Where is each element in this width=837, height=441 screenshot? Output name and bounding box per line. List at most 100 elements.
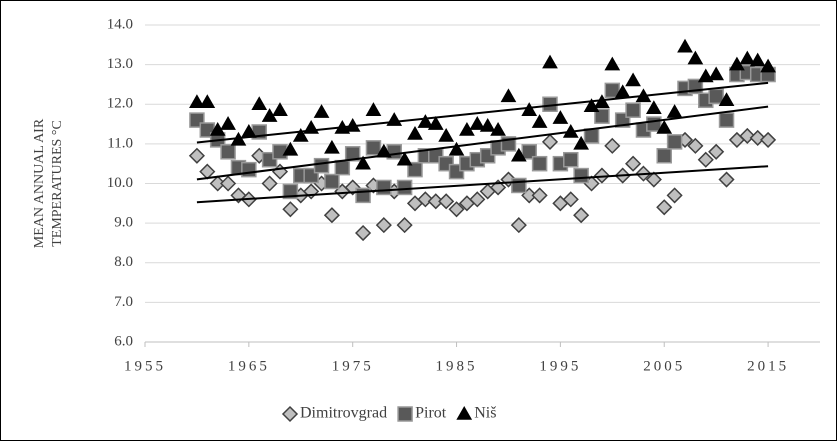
y-tick-label: 6.0: [114, 333, 133, 349]
marker: [396, 179, 413, 196]
marker: [396, 151, 413, 166]
marker: [542, 54, 558, 69]
marker: [666, 134, 683, 150]
x-tick-label: 1955: [124, 358, 166, 374]
marker: [241, 161, 257, 178]
marker: [666, 187, 683, 204]
marker: [510, 147, 527, 162]
marker: [718, 171, 735, 188]
marker: [749, 52, 766, 67]
marker: [604, 56, 621, 71]
marker: [469, 191, 486, 208]
marker: [220, 116, 236, 130]
marker: [708, 66, 725, 81]
marker: [531, 187, 548, 204]
marker: [562, 191, 579, 208]
marker: [573, 135, 590, 150]
marker: [220, 144, 236, 160]
marker: [396, 217, 413, 234]
marker: [510, 217, 527, 234]
marker: [355, 155, 371, 170]
marker: [521, 102, 538, 116]
marker: [697, 151, 714, 168]
marker: [282, 141, 299, 156]
x-tick-label: 2005: [643, 358, 685, 374]
y-tick-label: 14.0: [107, 16, 133, 32]
marker: [656, 199, 673, 216]
marker: [718, 112, 735, 128]
legend-marker: [456, 405, 473, 420]
marker: [189, 94, 205, 109]
y-tick-label: 10.0: [107, 175, 133, 191]
marker: [739, 50, 756, 65]
marker: [687, 50, 704, 65]
marker: [573, 167, 589, 184]
series: [189, 38, 776, 170]
legend-label: Niš: [474, 405, 496, 422]
marker: [749, 129, 766, 146]
marker: [625, 102, 641, 118]
marker: [604, 137, 621, 154]
trend-line: [196, 81, 769, 144]
legend-label: Dimitrovgrad: [300, 405, 387, 422]
trend-line: [196, 105, 769, 181]
x-tick-label: 1995: [539, 358, 581, 374]
marker: [718, 92, 735, 107]
marker: [531, 114, 548, 128]
x-tick-label: 1975: [332, 358, 374, 374]
marker: [407, 161, 423, 178]
marker: [220, 175, 237, 192]
marker: [324, 173, 340, 190]
marker: [531, 155, 548, 172]
marker: [448, 201, 465, 218]
marker: [594, 108, 610, 124]
x-tick-label: 1985: [436, 358, 478, 374]
marker: [677, 38, 693, 53]
legend-label: Pirot: [415, 405, 447, 422]
marker: [355, 224, 372, 242]
marker: [469, 116, 486, 130]
marker: [365, 140, 382, 156]
marker: [625, 72, 641, 87]
marker: [708, 88, 724, 105]
marker: [323, 207, 340, 224]
marker: [760, 131, 777, 148]
marker: [583, 98, 600, 112]
marker: [272, 102, 288, 116]
legend-marker: [281, 405, 299, 423]
marker: [511, 177, 527, 194]
marker: [490, 121, 506, 136]
y-tick-label: 11.0: [107, 135, 133, 151]
marker: [282, 201, 299, 218]
marker: [739, 127, 756, 145]
y-axis-label: TEMPERATURES °C: [50, 120, 65, 247]
marker: [199, 94, 216, 109]
y-tick-label: 13.0: [107, 56, 133, 72]
marker: [282, 183, 299, 200]
marker: [645, 171, 662, 188]
marker: [656, 120, 673, 134]
marker: [313, 157, 330, 174]
marker: [552, 110, 569, 124]
marker: [376, 179, 392, 196]
marker: [407, 125, 423, 140]
marker: [593, 167, 610, 184]
y-tick-label: 12.0: [107, 96, 133, 112]
marker: [375, 217, 392, 234]
marker: [760, 58, 776, 73]
legend: Dimitrovgrad Pirot Niš: [281, 405, 496, 423]
marker: [541, 133, 559, 150]
legend-marker: [397, 406, 413, 422]
marker: [666, 104, 683, 118]
marker: [656, 148, 672, 164]
marker: [573, 207, 590, 224]
y-tick-label: 9.0: [114, 215, 133, 231]
marker: [479, 118, 496, 132]
y-tick-label: 8.0: [114, 254, 133, 270]
marker: [646, 116, 662, 132]
marker: [344, 146, 361, 162]
marker: [261, 175, 278, 192]
marker: [417, 114, 434, 128]
